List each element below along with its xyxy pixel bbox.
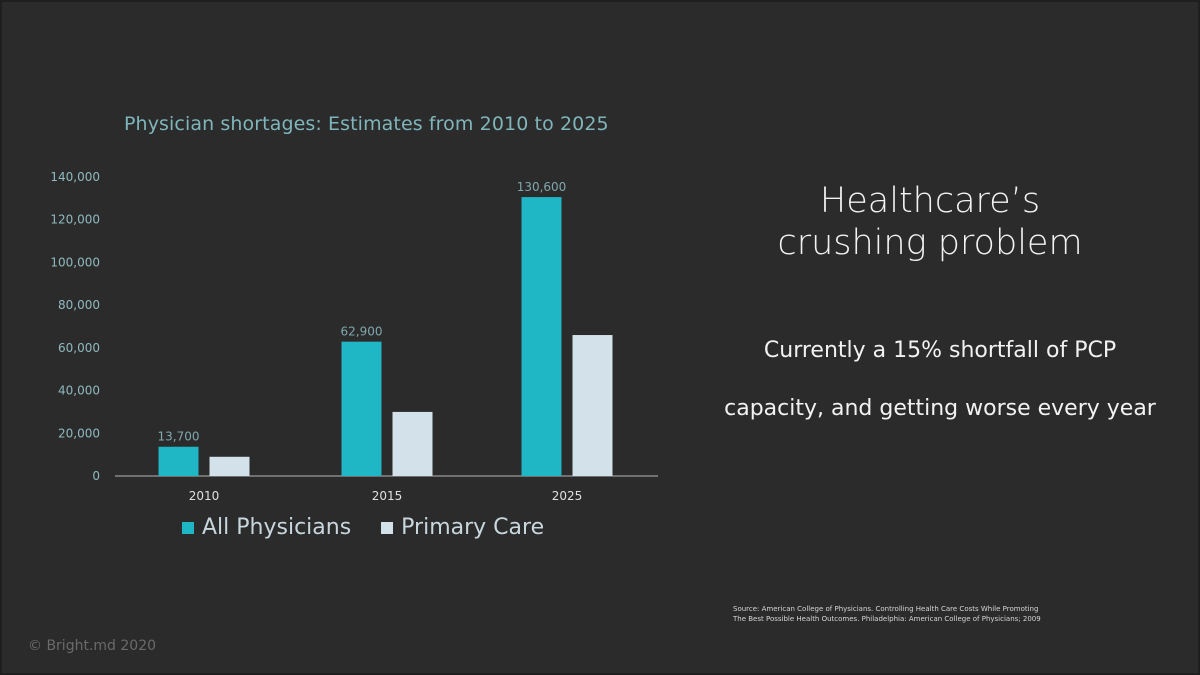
legend-item-primary-care: Primary Care — [381, 515, 544, 540]
headline: Healthcare’s crushing problem — [700, 180, 1160, 264]
y-tick-label: 60,000 — [58, 341, 100, 355]
headline-line-2: crushing problem — [777, 223, 1083, 263]
headline-line-1: Healthcare’s — [819, 181, 1041, 221]
y-tick-label: 140,000 — [50, 170, 100, 184]
y-tick-label: 40,000 — [58, 384, 100, 398]
chart-legend: All Physicians Primary Care — [182, 515, 544, 540]
legend-label-all-physicians: All Physicians — [202, 515, 352, 540]
y-tick-label: 0 — [92, 469, 100, 483]
legend-swatch-primary-care — [381, 521, 394, 534]
bar-all-physicians — [341, 341, 382, 476]
y-tick-label: 100,000 — [50, 255, 100, 269]
chart-title: Physician shortages: Estimates from 2010… — [124, 113, 609, 135]
data-label: 130,600 — [517, 180, 567, 194]
y-tick-label: 120,000 — [50, 213, 100, 227]
x-tick-label: 2025 — [552, 489, 583, 500]
legend-item-all-physicians: All Physicians — [182, 515, 351, 540]
bar-chart: 0 20,000 40,000 60,000 80,000 100,000 120,000 1… — [50, 170, 658, 500]
x-tick-label: 2015 — [372, 489, 403, 500]
data-label: 62,900 — [341, 325, 383, 339]
bar-all-physicians — [521, 197, 562, 476]
bar-primary-care — [572, 335, 613, 476]
subtext-line-2: capacity, and getting worse every year — [724, 396, 1156, 421]
y-tick-label: 20,000 — [58, 426, 100, 440]
y-tick-label: 80,000 — [58, 298, 100, 312]
legend-label-primary-care: Primary Care — [401, 515, 545, 540]
legend-swatch-all-physicians — [182, 521, 194, 534]
x-tick-label: 2010 — [189, 489, 220, 500]
bar-primary-care — [209, 456, 250, 476]
bar-all-physicians — [158, 446, 199, 476]
source-line-2: The Best Possible Health Outcomes. Phila… — [733, 615, 1041, 623]
copyright-notice: © Bright.md 2020 — [28, 638, 157, 654]
source-line-1: Source: American College of Physicians. … — [733, 605, 1039, 613]
source-citation: Source: American College of Physicians. … — [733, 604, 1041, 624]
data-label: 13,700 — [158, 430, 200, 444]
subtext: Currently a 15% shortfall of PCP capacit… — [690, 322, 1190, 438]
subtext-line-1: Currently a 15% shortfall of PCP — [763, 338, 1117, 363]
bar-primary-care — [392, 411, 433, 476]
